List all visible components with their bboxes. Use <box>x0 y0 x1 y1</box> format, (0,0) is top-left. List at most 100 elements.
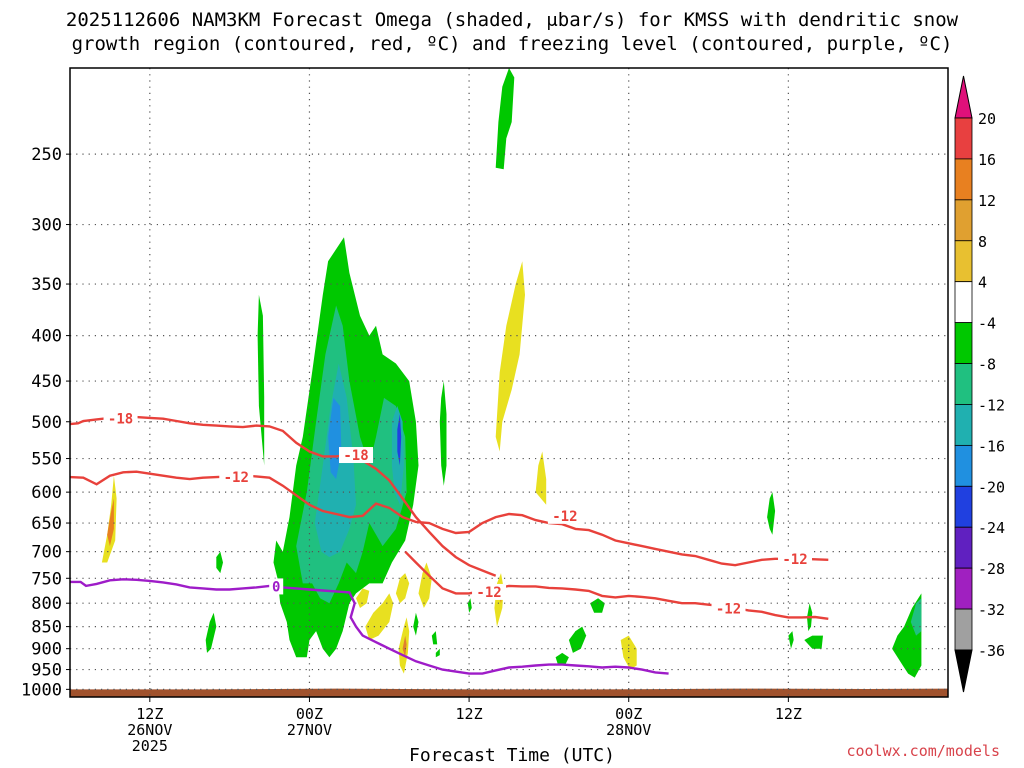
y-tick-label-400: 400 <box>31 327 62 347</box>
y-tick-label-800: 800 <box>31 594 62 614</box>
omega-region-28 <box>590 598 605 613</box>
omega-region-29 <box>620 635 637 670</box>
omega-region-4 <box>205 612 217 653</box>
y-tick-label-950: 950 <box>31 661 62 681</box>
x-tick-label-3-0: 00Z <box>615 705 642 723</box>
contour-label-7: 0 <box>272 579 280 595</box>
colorbar-band-12 <box>954 608 973 651</box>
y-tick-label-450: 450 <box>31 372 62 392</box>
y-tick-label-550: 550 <box>31 450 62 470</box>
ground-terrain <box>70 688 948 697</box>
y-tick-label-900: 900 <box>31 640 62 660</box>
y-tick-label-850: 850 <box>31 618 62 638</box>
colorbar-band-8 <box>954 444 973 487</box>
x-tick-label-0-0: 12Z <box>136 705 163 723</box>
colorbar-band-4 <box>954 281 973 324</box>
x-tick-label-3-1: 28NOV <box>606 721 651 739</box>
contour-label-bg-1 <box>339 447 374 464</box>
chart-title-line-2: growth region (contoured, red, ºC) and f… <box>71 33 953 55</box>
colorbar-band-10 <box>954 526 973 569</box>
omega-region-14 <box>395 573 410 604</box>
omega-region-11 <box>439 381 447 486</box>
colorbar-band-9 <box>954 485 973 528</box>
omega-region-21 <box>495 68 515 170</box>
omega-region-13 <box>356 588 370 608</box>
y-tick-label-750: 750 <box>31 569 62 589</box>
source-credit: coolwx.com/models <box>846 742 1000 760</box>
contour-label-1: -18 <box>343 448 368 464</box>
omega-region-19 <box>431 631 438 645</box>
contour-label-2: -12 <box>224 470 249 486</box>
omega-region-1 <box>107 498 114 547</box>
colorbar-label-4: 4 <box>978 274 987 292</box>
x-tick-label-0-2: 2025 <box>132 737 168 755</box>
colorbar-label-12: -32 <box>978 601 1005 619</box>
x-tick-label-0-1: 26NOV <box>127 721 172 739</box>
y-tick-label-650: 650 <box>31 514 62 534</box>
omega-region-33 <box>804 635 823 649</box>
colorbar-band-6 <box>954 363 973 405</box>
omega-region-18 <box>413 612 419 636</box>
colorbar-bottom-arrow <box>954 649 973 693</box>
y-tick-label-300: 300 <box>31 216 62 236</box>
colorbar-band-7 <box>954 404 973 446</box>
contour-label-bg-3 <box>547 507 582 524</box>
contour-1-0 <box>70 578 669 675</box>
colorbar-label-7: -12 <box>978 396 1005 414</box>
contour-label-bg-4 <box>778 550 813 567</box>
omega-region-23 <box>535 451 547 505</box>
contour-label-bg-0 <box>103 410 138 427</box>
omega-region-31 <box>767 492 776 535</box>
colorbar-label-9: -20 <box>978 478 1005 496</box>
omega-region-34 <box>788 631 794 649</box>
colorbar-band-11 <box>954 567 973 610</box>
y-tick-label-500: 500 <box>31 413 62 433</box>
x-tick-label-2-0: 12Z <box>456 705 483 723</box>
x-axis-label: Forecast Time (UTC) <box>409 745 615 766</box>
colorbar-label-1: 16 <box>978 151 996 169</box>
omega-region-20 <box>435 648 440 658</box>
y-tick-label-700: 700 <box>31 543 62 563</box>
colorbar-band-3 <box>954 240 973 283</box>
colorbar-label-11: -28 <box>978 560 1005 578</box>
plot-frame <box>69 67 949 698</box>
colorbar-label-6: -8 <box>978 356 996 374</box>
contour-0-1 <box>70 470 829 567</box>
colorbar-label-8: -16 <box>978 437 1005 455</box>
contour-label-bg-6 <box>711 600 746 617</box>
chart-title-line-1: 2025112606 NAM3KM Forecast Omega (shaded… <box>65 9 959 31</box>
colorbar-band-2 <box>954 199 973 242</box>
contour-label-6: -12 <box>716 601 741 617</box>
y-tick-label-350: 350 <box>31 275 62 295</box>
colorbar-band-1 <box>954 158 973 201</box>
omega-region-27 <box>568 626 587 653</box>
contour-label-0: -18 <box>108 412 133 428</box>
y-tick-label-1000: 1000 <box>21 680 62 700</box>
colorbar-label-2: 12 <box>978 192 996 210</box>
omega-region-12 <box>365 593 394 640</box>
colorbar-label-3: 8 <box>978 233 987 251</box>
contour-label-bg-5 <box>472 583 507 600</box>
omega-region-17 <box>402 635 407 658</box>
colorbar-top-arrow <box>954 75 973 119</box>
contour-label-3: -12 <box>552 509 577 525</box>
omega-region-10 <box>397 414 402 466</box>
x-tick-label-4-0: 12Z <box>775 705 802 723</box>
omega-region-8 <box>391 406 404 505</box>
omega-region-15 <box>418 562 432 608</box>
colorbar-band-0 <box>954 117 973 160</box>
colorbar-label-0: 20 <box>978 110 996 128</box>
contour-label-4: -12 <box>782 552 807 568</box>
omega-region-22 <box>495 261 525 452</box>
y-tick-label-250: 250 <box>31 145 62 165</box>
contour-label-5: -12 <box>476 585 501 601</box>
omega-region-3 <box>216 551 223 574</box>
contour-label-bg-7 <box>269 578 284 595</box>
colorbar-band-5 <box>954 322 973 364</box>
omega-region-30 <box>555 652 569 666</box>
omega-region-2 <box>257 294 265 466</box>
colorbar-label-13: -36 <box>978 642 1005 660</box>
colorbar-label-5: -4 <box>978 315 996 333</box>
